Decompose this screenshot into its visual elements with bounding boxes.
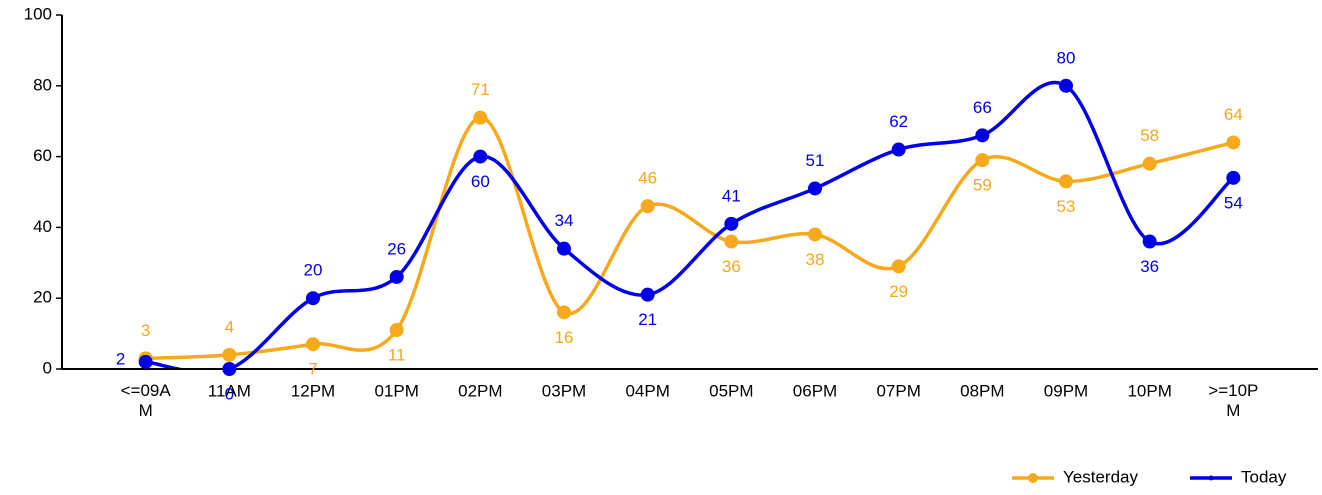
data-label: 80 (1057, 48, 1076, 67)
x-tick-label: 06PM (793, 381, 837, 400)
x-tick-label: 01PM (374, 381, 418, 400)
data-point (808, 227, 822, 242)
data-label: 16 (555, 328, 574, 347)
y-tick-label: 80 (33, 75, 52, 94)
data-point (640, 287, 655, 302)
data-label: 36 (1140, 257, 1159, 276)
y-tick-label: 100 (24, 4, 52, 23)
data-label: 3 (141, 321, 150, 340)
data-label: 34 (555, 211, 574, 230)
data-label: 62 (889, 112, 908, 131)
data-point (640, 199, 655, 214)
data-label: 71 (471, 80, 490, 99)
x-tick-label: 05PM (709, 381, 753, 400)
legend-label: Today (1241, 467, 1287, 486)
data-point (1059, 174, 1073, 189)
data-label: 46 (638, 169, 657, 188)
data-label: 38 (806, 250, 825, 269)
data-label: 0 (225, 384, 234, 403)
series-line (145, 80, 1235, 369)
data-point (1226, 135, 1241, 150)
legend-marker (1028, 473, 1038, 483)
data-label: 21 (638, 310, 657, 329)
x-tick-label: 04PM (625, 381, 669, 400)
plot-area (145, 80, 1235, 369)
data-label: 36 (722, 257, 741, 276)
data-point (473, 110, 488, 125)
data-point (891, 142, 906, 157)
data-point (138, 354, 153, 369)
data-point (389, 323, 404, 338)
y-tick-label: 20 (33, 288, 52, 307)
data-label: 7 (308, 360, 317, 379)
data-label: 2 (116, 349, 125, 368)
data-point (808, 181, 822, 196)
x-tick-label: >=10P M (1208, 381, 1258, 420)
data-label: 29 (889, 282, 908, 301)
data-label: 53 (1057, 197, 1076, 216)
data-label: 20 (304, 261, 323, 280)
x-tick-label: 02PM (458, 381, 502, 400)
x-tick-label: 10PM (1127, 381, 1171, 400)
data-point (724, 216, 739, 231)
x-tick-label: 11AM (208, 381, 251, 400)
data-label: 4 (225, 317, 234, 336)
data-label: 11 (388, 346, 406, 365)
data-label: 64 (1224, 105, 1243, 124)
data-point (724, 234, 739, 249)
data-point (1059, 78, 1073, 93)
x-tick-label: 12PM (291, 381, 335, 400)
data-point (222, 347, 237, 362)
x-tick-label: <=09A M (121, 381, 172, 420)
data-point (306, 291, 320, 306)
data-point (975, 128, 990, 143)
series-line (145, 115, 1234, 361)
data-point (389, 269, 404, 284)
data-point (1142, 234, 1157, 249)
legend-marker (1208, 475, 1214, 481)
data-label: 60 (471, 172, 490, 191)
data-label: 26 (387, 239, 406, 258)
data-label: 58 (1140, 126, 1159, 145)
data-label: 54 (1224, 193, 1243, 212)
data-point (1142, 156, 1157, 171)
y-tick-label: 40 (33, 217, 52, 236)
x-tick-label: 08PM (960, 381, 1004, 400)
legend-label: Yesterday (1063, 467, 1138, 486)
x-tick-label: 03PM (542, 381, 586, 400)
x-tick-label: 09PM (1044, 381, 1088, 400)
data-label: 41 (722, 186, 741, 205)
y-tick-label: 0 (43, 358, 52, 377)
data-point (975, 153, 990, 168)
data-point (557, 305, 571, 320)
data-point (473, 149, 488, 164)
data-point (891, 259, 906, 274)
data-label: 66 (973, 98, 992, 117)
data-point (222, 362, 237, 376)
y-tick-label: 60 (33, 146, 52, 165)
data-point (306, 337, 320, 352)
data-point (557, 241, 571, 256)
data-point (1226, 170, 1241, 185)
x-tick-label: 07PM (876, 381, 920, 400)
data-label: 59 (973, 176, 992, 195)
data-label: 51 (806, 151, 825, 170)
